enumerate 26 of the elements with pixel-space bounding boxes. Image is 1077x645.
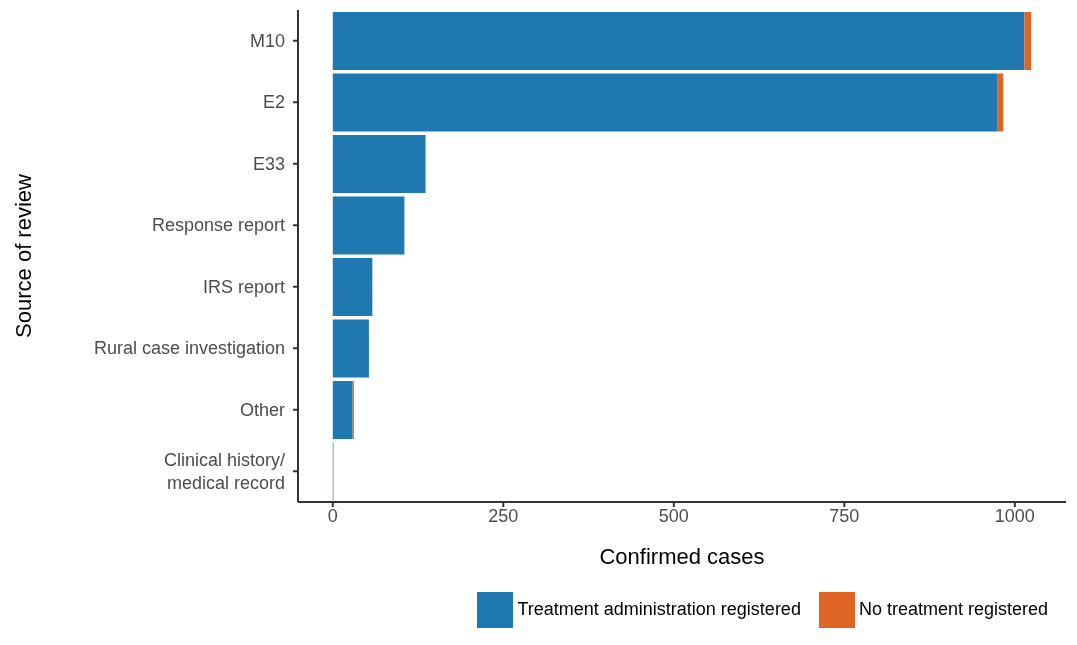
- bar: [997, 73, 1004, 132]
- y-tick-label: M10: [249, 30, 285, 51]
- y-tick-label: Response report: [151, 215, 285, 236]
- x-tick-label: 1000: [994, 505, 1035, 526]
- x-tick-label: 0: [327, 505, 338, 526]
- bar: [332, 73, 998, 132]
- y-tick-label: Other: [239, 399, 285, 420]
- bar: [1024, 12, 1032, 70]
- bar: [332, 381, 353, 439]
- y-tick-label: Rural case investigation: [93, 338, 285, 359]
- y-axis-title: Source of review: [10, 173, 36, 338]
- legend-label: Treatment administration registered: [517, 598, 801, 619]
- x-tick-label: 750: [829, 505, 860, 526]
- y-tick-label: E33: [252, 153, 285, 174]
- x-axis-title: Confirmed cases: [599, 544, 765, 569]
- y-tick-label: Clinical history/ medical record: [163, 449, 285, 493]
- bar: [332, 258, 373, 316]
- bar: [332, 319, 369, 378]
- bar: [332, 12, 1025, 70]
- x-tick-label: 500: [658, 505, 689, 526]
- y-tick-label: IRS report: [202, 276, 285, 297]
- legend-label: No treatment registered: [858, 598, 1048, 619]
- y-tick-label: E2: [262, 92, 285, 113]
- bar: [332, 196, 405, 255]
- bar: [332, 135, 426, 193]
- x-tick-label: 250: [488, 505, 519, 526]
